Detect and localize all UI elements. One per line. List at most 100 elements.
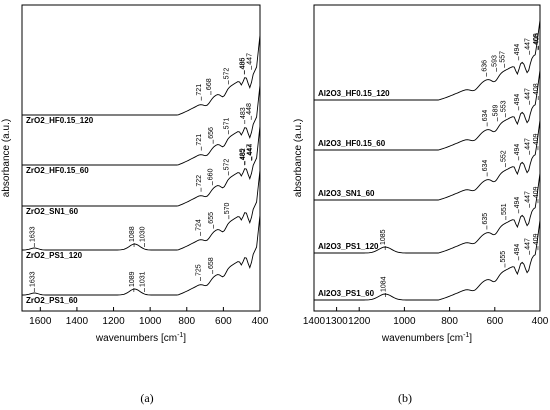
- x-tick-label: 1200: [348, 316, 371, 327]
- spectrum-line: [22, 214, 261, 296]
- peak-label: 1088: [129, 226, 136, 242]
- peak-label: 552: [501, 150, 508, 162]
- peak-label: 634: [482, 160, 489, 172]
- x-tick-label: 1400: [303, 316, 326, 327]
- x-tick-label: 1200: [102, 316, 125, 327]
- peak-label: 634: [482, 110, 489, 122]
- series-label: ZrO2_HF0.15_120: [26, 116, 94, 125]
- spectrum-line: [314, 69, 541, 151]
- panel-caption: (b): [398, 391, 412, 405]
- peak-label: 482: [240, 148, 247, 160]
- x-tick-label: 1400: [66, 316, 89, 327]
- peak-label: 1031: [140, 271, 147, 287]
- peak-label: 1084: [380, 276, 387, 292]
- x-tick-label: 1300: [325, 316, 348, 327]
- peak-label: 557: [499, 51, 506, 63]
- peak-label: 408: [533, 83, 540, 95]
- spectrum-line: [314, 172, 541, 254]
- plot-frame: [21, 4, 261, 312]
- peak-label: 572: [224, 159, 231, 171]
- x-tick-label: 400: [532, 316, 549, 327]
- x-axis-title: wavenumbers [cm-1]: [95, 332, 186, 344]
- peak-label: 447: [524, 191, 531, 203]
- x-tick-label: 400: [252, 316, 269, 327]
- peak-label: 485: [239, 148, 246, 160]
- series-label: ZrO2_HF0.15_60: [26, 166, 89, 175]
- panel-caption: (a): [140, 391, 153, 405]
- peak-label: 724: [196, 219, 203, 231]
- peak-label: 447: [246, 144, 253, 156]
- series-label: Al2O3_SN1_60: [318, 189, 375, 198]
- spectrum-line: [314, 119, 541, 201]
- peak-label: 486: [239, 58, 246, 70]
- peak-label: 571: [224, 118, 231, 130]
- peak-label: 658: [208, 257, 215, 269]
- y-axis-title: absorbance (a.u.): [1, 119, 12, 197]
- peak-label: 494: [514, 144, 521, 156]
- peak-label: 593: [491, 55, 498, 67]
- series-label: ZrO2_PS1_60: [26, 296, 78, 305]
- series-label: ZrO2_SN1_60: [26, 207, 79, 216]
- x-tick-label: 600: [215, 316, 232, 327]
- plot-frame: [313, 4, 541, 312]
- spectrum-line: [314, 19, 541, 101]
- peak-label: 444: [247, 144, 254, 156]
- peak-label: 1030: [140, 226, 147, 242]
- peak-label: 721: [196, 134, 203, 146]
- spectrum-line: [314, 219, 541, 301]
- peak-label: 660: [207, 168, 214, 180]
- peak-label: 636: [482, 60, 489, 72]
- x-tick-label: 600: [486, 316, 503, 327]
- peak-label: 1633: [29, 226, 36, 242]
- peak-label: 494: [514, 197, 521, 209]
- peak-label: 447: [524, 138, 531, 150]
- series-label: Al2O3_HF0.15_120: [318, 89, 390, 98]
- peak-label: 656: [208, 127, 215, 139]
- x-tick-label: 1600: [29, 316, 52, 327]
- peak-label: 655: [208, 212, 215, 224]
- peak-label: 485: [239, 57, 246, 69]
- panel-a: 1600 1400 1200 1000 800 600 400 wavenumbers [cm…: [1, 4, 269, 405]
- peak-label: 721: [196, 84, 203, 96]
- panel-b: 1400 1300 1200 1000 800 600 400 wavenumbers [cm…: [293, 4, 549, 405]
- peak-label: 447: [524, 88, 531, 100]
- peak-label: 725: [195, 264, 202, 276]
- peak-label: 572: [224, 68, 231, 80]
- series-label: ZrO2_PS1_120: [26, 251, 83, 260]
- series-label: Al2O3_PS1_60: [318, 289, 375, 298]
- peak-label: 447: [246, 53, 253, 65]
- peak-label: 1633: [29, 271, 36, 287]
- x-tick-label: 1000: [393, 316, 416, 327]
- x-axis-title: wavenumbers [cm-1]: [381, 332, 472, 344]
- peak-label: 668: [206, 78, 213, 90]
- peak-label: 1089: [129, 271, 136, 287]
- series-label: Al2O3_HF0.15_60: [318, 139, 386, 148]
- peak-label: 406: [534, 33, 541, 45]
- peak-label: 409: [533, 186, 540, 198]
- peak-label: 447: [524, 238, 531, 250]
- peak-label: 483: [240, 107, 247, 119]
- peak-label: 409: [533, 233, 540, 245]
- peak-label: 494: [514, 94, 521, 106]
- spectrum-line: [22, 169, 261, 251]
- peak-label: 409: [533, 133, 540, 145]
- peak-label: 555: [500, 251, 507, 263]
- peak-label: 494: [514, 44, 521, 56]
- x-tick-label: 800: [441, 316, 458, 327]
- x-tick-label: 1000: [139, 316, 162, 327]
- x-tick-label: 800: [178, 316, 195, 327]
- peak-label: 553: [500, 100, 507, 112]
- series-label: Al2O3_PS1_120: [318, 242, 379, 251]
- spectrum-line: [22, 125, 261, 207]
- peak-label: 447: [524, 38, 531, 50]
- spectrum-line: [22, 34, 261, 116]
- peak-label: 494: [514, 244, 521, 256]
- peak-label: 722: [196, 175, 203, 187]
- peak-label: 1085: [380, 229, 387, 245]
- peak-label: 589: [492, 105, 499, 117]
- peak-label: 635: [482, 213, 489, 225]
- peak-label: 409: [533, 33, 540, 45]
- peak-label: 551: [501, 203, 508, 215]
- peak-label: 448: [246, 103, 253, 115]
